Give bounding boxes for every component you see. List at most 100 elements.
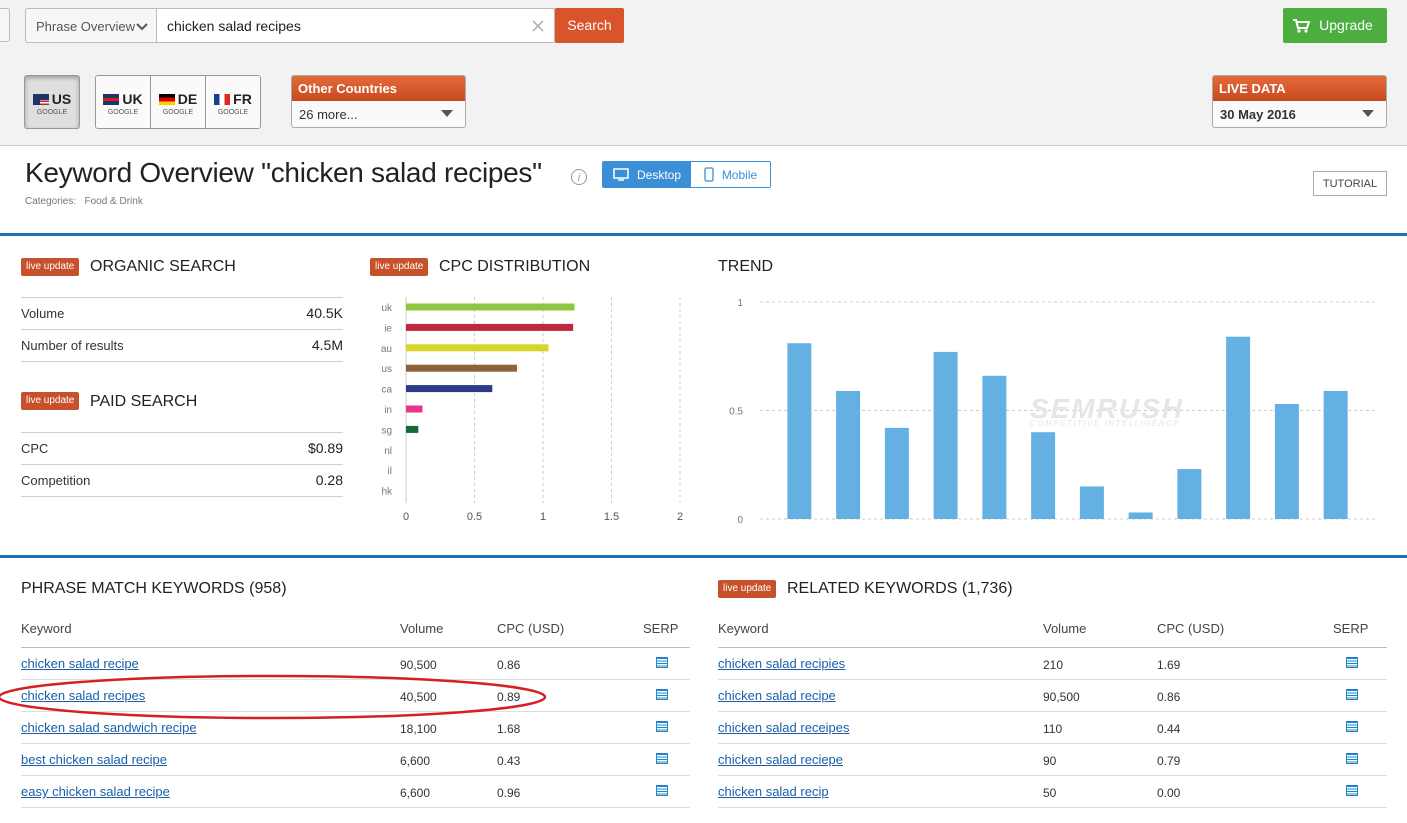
volume: 40,500 <box>400 690 437 704</box>
volume: 50 <box>1043 786 1057 800</box>
row-label: CPC <box>21 441 49 456</box>
volume: 6,600 <box>400 786 431 800</box>
keyword-link[interactable]: chicken salad recipe <box>718 688 836 703</box>
search-input[interactable]: chicken salad recipes <box>156 8 555 43</box>
db-fr[interactable]: FR GOOGLE <box>206 76 260 128</box>
bar <box>982 375 1007 519</box>
flag <box>214 93 231 105</box>
cpc: 0.86 <box>497 658 521 672</box>
serp-icon[interactable] <box>1346 753 1358 764</box>
db-de[interactable]: DE GOOGLE <box>151 76 206 128</box>
serp-icon[interactable] <box>1346 657 1358 668</box>
live-badge: live update <box>370 258 429 276</box>
serp-icon[interactable] <box>656 721 668 732</box>
mobile-button[interactable]: Mobile <box>691 162 770 187</box>
keyword-link[interactable]: chicken salad recipe <box>21 656 139 671</box>
y-tick-label: 0 <box>737 515 743 526</box>
volume: 210 <box>1043 658 1064 672</box>
bar <box>406 425 419 433</box>
rule <box>21 361 343 362</box>
page-title: Keyword Overview "chicken salad recipes" <box>25 157 542 188</box>
column-header: Volume <box>400 621 444 636</box>
keyword-link[interactable]: chicken salad reciepe <box>718 752 844 767</box>
section-title: TREND <box>718 258 774 275</box>
column-header: Keyword <box>21 621 72 636</box>
cut-off-button[interactable] <box>0 8 10 42</box>
dropdown-title: LIVE DATA <box>1213 76 1386 101</box>
cpc: 1.69 <box>1157 658 1181 672</box>
section-title: PAID SEARCH <box>90 393 198 410</box>
categories: Categories: Food & Drink <box>25 196 143 207</box>
y-tick-label: ca <box>381 385 392 396</box>
y-tick-label: 1 <box>737 298 743 309</box>
serp-icon[interactable] <box>656 657 668 668</box>
upgrade-button[interactable]: Upgrade <box>1283 8 1387 43</box>
y-tick-label: in <box>384 405 392 416</box>
device-toggle: Desktop Mobile <box>602 161 771 188</box>
column-header: Volume <box>1043 621 1087 636</box>
live-badge: live update <box>21 392 80 410</box>
y-tick-label: sg <box>381 425 392 436</box>
info-icon[interactable]: i <box>570 168 588 186</box>
volume: 90,500 <box>400 658 437 672</box>
db-uk[interactable]: UK GOOGLE <box>96 76 151 128</box>
keyword-link[interactable]: chicken salad recipies <box>718 656 846 671</box>
column-header: SERP <box>643 621 679 636</box>
rule <box>21 775 690 776</box>
volume: 110 <box>1043 722 1063 736</box>
keyword-link[interactable]: chicken salad recip <box>718 784 829 799</box>
x-tick-label: 0 <box>403 511 409 523</box>
bar <box>406 364 517 372</box>
bar <box>406 344 549 352</box>
search-button[interactable]: Search <box>555 8 624 43</box>
other-countries[interactable]: Other Countries 26 more... <box>291 75 466 128</box>
keyword-link[interactable]: best chicken salad recipe <box>21 752 167 767</box>
x-tick-label: 1.5 <box>604 511 619 523</box>
dropdown-value: 30 May 2016 <box>1220 107 1296 122</box>
keyword-link[interactable]: easy chicken salad recipe <box>21 784 170 799</box>
serp-icon[interactable] <box>656 753 668 764</box>
live-data[interactable]: LIVE DATA 30 May 2016 <box>1212 75 1387 128</box>
keyword-link[interactable]: chicken salad sandwich recipe <box>21 720 197 735</box>
desktop-icon <box>613 168 629 181</box>
rule <box>718 711 1387 712</box>
mode-label: Phrase Overview <box>36 19 135 34</box>
serp-icon[interactable] <box>1346 785 1358 796</box>
y-tick-label: au <box>381 344 392 355</box>
bar <box>1274 403 1299 519</box>
db-code: FR <box>233 91 252 107</box>
serp-icon[interactable] <box>656 689 668 700</box>
column-header: Keyword <box>718 621 769 636</box>
db-engine: GOOGLE <box>217 109 249 116</box>
bar <box>787 343 812 519</box>
keyword-link[interactable]: chicken salad receipes <box>718 720 850 735</box>
row-value: $0.89 <box>307 440 343 456</box>
row-label: Competition <box>21 473 91 488</box>
upgrade-label: Upgrade <box>1319 17 1373 33</box>
db-us[interactable]: US GOOGLE <box>24 75 80 129</box>
y-tick-label: nl <box>384 446 392 457</box>
clear-icon[interactable] <box>532 20 544 32</box>
desktop-button[interactable]: Desktop <box>603 162 691 187</box>
flag <box>103 93 120 105</box>
mobile-icon <box>704 167 714 182</box>
y-tick-label: 0.5 <box>729 407 743 418</box>
rule <box>21 496 343 497</box>
rule <box>21 679 690 680</box>
y-tick-label: il <box>388 466 392 477</box>
bar <box>1128 512 1153 519</box>
keyword-link[interactable]: chicken salad recipes <box>21 688 146 703</box>
serp-icon[interactable] <box>656 785 668 796</box>
volume: 90,500 <box>1043 690 1080 704</box>
bar <box>1079 486 1104 519</box>
dropdown-title: Other Countries <box>292 76 465 101</box>
serp-icon[interactable] <box>1346 689 1358 700</box>
bar <box>406 385 493 393</box>
bar <box>406 323 574 331</box>
rule <box>718 647 1387 648</box>
rule <box>21 329 343 330</box>
cpc: 0.44 <box>1157 722 1181 736</box>
serp-icon[interactable] <box>1346 721 1358 732</box>
tutorial-button[interactable]: TUTORIAL <box>1313 171 1387 196</box>
